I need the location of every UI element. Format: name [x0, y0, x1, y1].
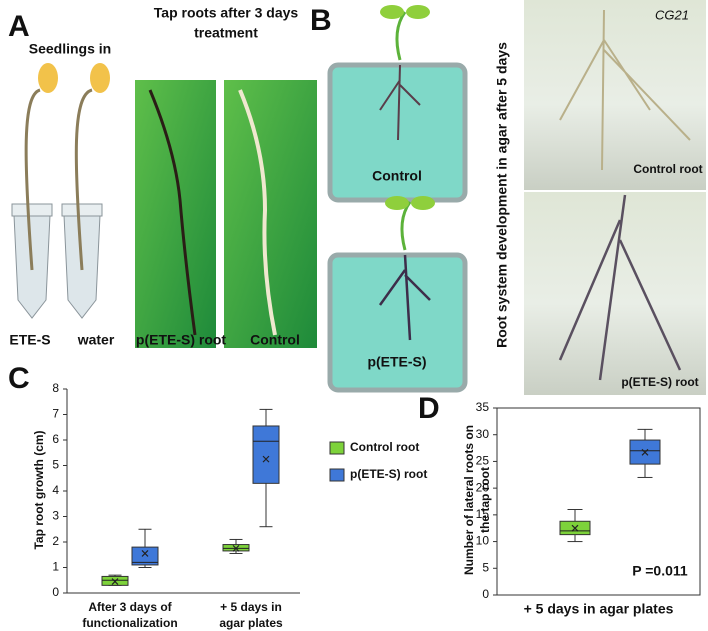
- y-tick-label: 3: [52, 509, 59, 523]
- x-axis-label: + 5 days in agar plates: [524, 601, 674, 617]
- box: [252, 425, 280, 484]
- label: water: [77, 332, 115, 348]
- legend-swatch: [329, 441, 345, 455]
- label: ETE-S: [9, 332, 50, 348]
- x-tick-label: + 5 days in: [220, 600, 282, 614]
- y-tick-label: 2: [52, 534, 59, 548]
- agar-box-drawing: [327, 252, 468, 393]
- x-tick-label: agar plates: [219, 616, 283, 630]
- root-drawing: [379, 64, 421, 141]
- y-tick-label: 25: [476, 454, 490, 468]
- y-axis-label: Tap root growth (cm): [32, 430, 46, 549]
- x-tick-label: functionalization: [82, 616, 177, 630]
- y-tick-label: 1: [52, 560, 59, 574]
- root-drawing: [378, 254, 431, 341]
- y-tick-label: 0: [52, 585, 59, 599]
- agar-photo: [524, 0, 706, 190]
- mean-marker: [111, 578, 119, 585]
- y-tick-label: 20: [476, 480, 490, 494]
- sprout-drawing: [395, 11, 407, 61]
- y-tick-label: 6: [52, 432, 59, 446]
- annotation: P =0.011: [632, 563, 688, 579]
- panel-label: C: [8, 362, 30, 395]
- box: [131, 546, 159, 566]
- y-tick-label: 35: [476, 400, 490, 414]
- y-tick-label: 5: [482, 560, 489, 574]
- y-tick-label: 15: [476, 507, 490, 521]
- legend-label: p(ETE-S) root: [350, 467, 427, 481]
- tube-drawing: [11, 203, 103, 319]
- legend-swatch: [329, 468, 345, 482]
- y-tick-label: 7: [52, 407, 59, 421]
- mean-marker: [141, 550, 149, 557]
- mean-marker: [262, 455, 270, 463]
- y-tick-label: 4: [52, 483, 59, 497]
- root-photo: [135, 80, 216, 348]
- label: Root system development in agar after 5 …: [494, 42, 510, 348]
- agar-photo: [558, 194, 682, 381]
- mean-marker: [641, 448, 649, 456]
- panel-label: A: [8, 10, 30, 43]
- leaf-drawing: [380, 5, 404, 19]
- y-tick-label: 5: [52, 458, 59, 472]
- y-axis-label: Number of lateral roots on: [462, 425, 476, 575]
- y-tick-label: 30: [476, 427, 490, 441]
- leaf-drawing: [411, 196, 435, 210]
- mean-marker: [571, 524, 579, 532]
- label: treatment: [194, 25, 258, 41]
- agar-photo: [559, 9, 691, 171]
- label: Control root: [633, 162, 702, 176]
- mean-marker: [232, 544, 240, 552]
- leaf-drawing: [385, 196, 409, 210]
- label: p(ETE-S): [367, 354, 426, 370]
- label: Seedlings in: [29, 41, 111, 57]
- y-axis-label: the tap root: [478, 467, 492, 533]
- label: p(ETE-S) root: [621, 375, 698, 389]
- y-tick-label: 8: [52, 381, 59, 395]
- label: CG21: [655, 7, 689, 22]
- plot-frame: [496, 407, 701, 596]
- y-tick-label: 10: [476, 534, 490, 548]
- y-tick-label: 0: [482, 587, 489, 601]
- x-tick-label: After 3 days of: [88, 600, 172, 614]
- panel-label: B: [310, 4, 332, 37]
- label: Tap roots after 3 days: [154, 5, 299, 21]
- seedling-drawing: [24, 63, 110, 271]
- root-photo: [238, 89, 277, 336]
- label: Control: [250, 332, 300, 348]
- label: p(ETE-S) root: [136, 332, 227, 348]
- leaf-drawing: [406, 5, 430, 19]
- label: Control: [372, 168, 422, 184]
- legend-label: Control root: [350, 440, 419, 454]
- sprout-drawing: [400, 201, 412, 251]
- root-photo: [148, 89, 197, 336]
- panel-label: D: [418, 392, 440, 425]
